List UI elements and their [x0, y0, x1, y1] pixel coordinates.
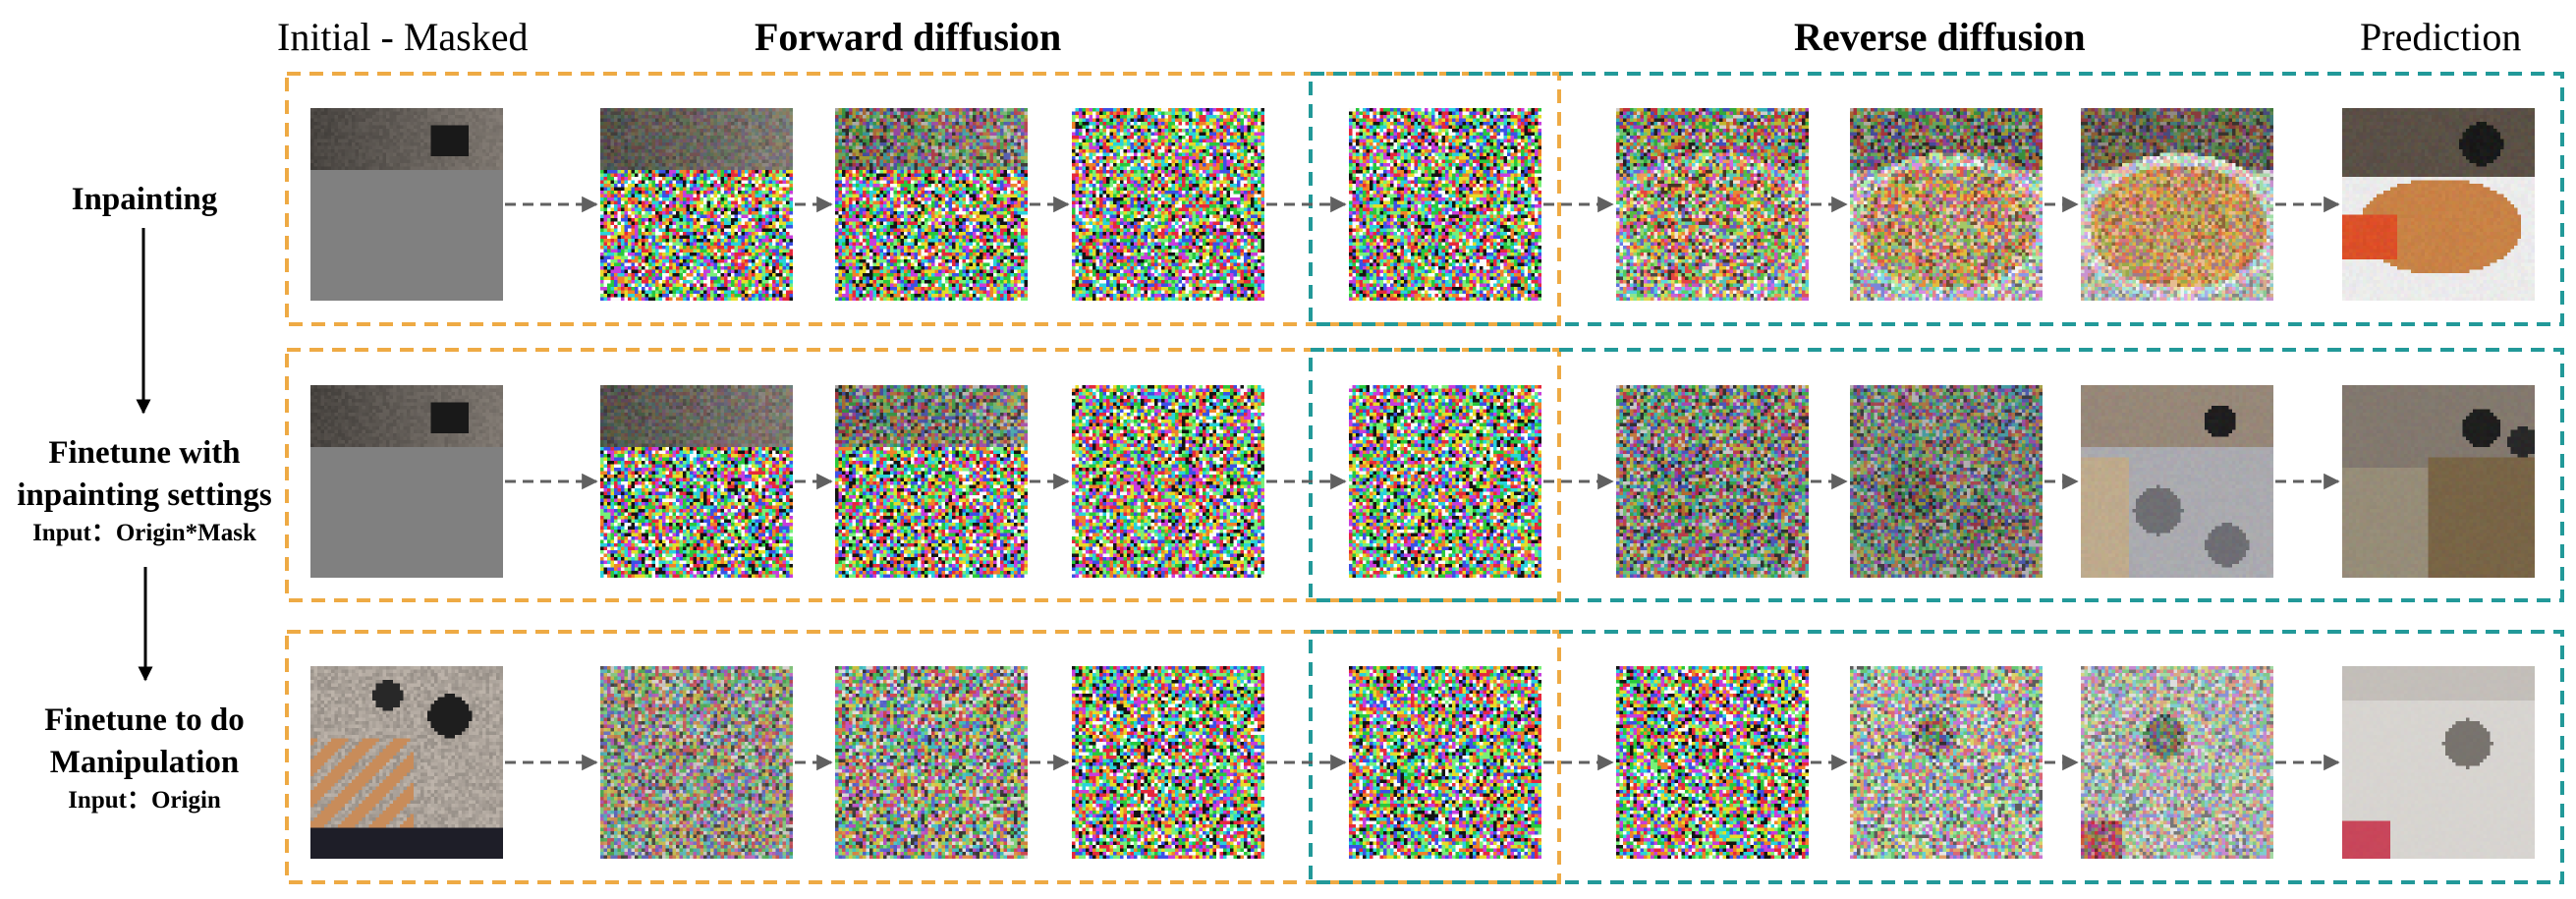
image-tile-canvas	[1349, 666, 1541, 859]
image-tile-canvas	[835, 385, 1028, 578]
image-tile-canvas	[2342, 385, 2535, 578]
header-initial-masked: Initial - Masked	[277, 15, 529, 59]
image-tile-r1-c6	[1616, 108, 1809, 301]
image-tile-r3-c1	[310, 666, 503, 859]
image-tile-canvas	[1349, 108, 1541, 301]
image-tile-canvas	[600, 666, 793, 859]
forward-diffusion-box-row-1	[285, 72, 1561, 326]
image-tile-canvas	[2081, 385, 2273, 578]
image-tile-r3-c5	[1349, 666, 1541, 859]
image-tile-canvas	[1850, 385, 2043, 578]
image-tile-canvas	[2081, 108, 2273, 301]
image-tile-r3-c3	[835, 666, 1028, 859]
image-tile-r2-c6	[1616, 385, 1809, 578]
image-tile-canvas	[1850, 666, 2043, 859]
image-tile-canvas	[1349, 385, 1541, 578]
image-tile-r2-c1	[310, 385, 503, 578]
row-sublabel-text: Input：Origin	[68, 787, 221, 814]
image-tile-r1-c8	[2081, 108, 2273, 301]
row-label-text: Inpainting	[71, 182, 218, 217]
image-tile-r2-c9	[2342, 385, 2535, 578]
image-tile-canvas	[1616, 385, 1809, 578]
image-tile-r1-c7	[1850, 108, 2043, 301]
image-tile-r1-c2	[600, 108, 793, 301]
header-forward-diffusion: Forward diffusion	[755, 15, 1062, 59]
image-tile-r3-c2	[600, 666, 793, 859]
image-tile-canvas	[1072, 666, 1264, 859]
row-label-finetune-inpainting: Finetune with inpainting settings Input：…	[0, 432, 289, 550]
reverse-diffusion-box-row-1	[1309, 72, 2564, 326]
row-label-text: Finetune with inpainting settings	[17, 435, 272, 513]
image-tile-canvas	[310, 108, 503, 301]
image-tile-canvas	[835, 666, 1028, 859]
forward-diffusion-box-row-2	[285, 348, 1561, 602]
row-label-text: Finetune to do Manipulation	[44, 702, 245, 780]
image-tile-canvas	[1616, 108, 1809, 301]
image-tile-r1-c5	[1349, 108, 1541, 301]
image-tile-r2-c4	[1072, 385, 1264, 578]
image-tile-r1-c9	[2342, 108, 2535, 301]
image-tile-canvas	[1072, 385, 1264, 578]
image-tile-canvas	[2342, 666, 2535, 859]
image-tile-r3-c8	[2081, 666, 2273, 859]
image-tile-canvas	[1616, 666, 1809, 859]
header-prediction: Prediction	[2360, 15, 2522, 59]
image-tile-r2-c8	[2081, 385, 2273, 578]
image-tile-r3-c9	[2342, 666, 2535, 859]
reverse-diffusion-box-row-3	[1309, 630, 2564, 884]
forward-diffusion-box-row-3	[285, 630, 1561, 884]
image-tile-r1-c1	[310, 108, 503, 301]
image-tile-canvas	[1072, 108, 1264, 301]
row-sublabel-text: Input：Origin*Mask	[32, 520, 256, 546]
image-tile-canvas	[2081, 666, 2273, 859]
image-tile-canvas	[600, 108, 793, 301]
image-tile-canvas	[310, 666, 503, 859]
image-tile-r3-c7	[1850, 666, 2043, 859]
image-tile-canvas	[2342, 108, 2535, 301]
image-tile-canvas	[1850, 108, 2043, 301]
image-tile-r2-c5	[1349, 385, 1541, 578]
image-tile-r2-c3	[835, 385, 1028, 578]
image-tile-r2-c2	[600, 385, 793, 578]
header-reverse-diffusion: Reverse diffusion	[1794, 15, 2086, 59]
image-tile-r3-c6	[1616, 666, 1809, 859]
row-label-inpainting: Inpainting	[0, 179, 289, 221]
image-tile-r1-c3	[835, 108, 1028, 301]
image-tile-r2-c7	[1850, 385, 2043, 578]
image-tile-canvas	[600, 385, 793, 578]
image-tile-canvas	[310, 385, 503, 578]
image-tile-r3-c4	[1072, 666, 1264, 859]
image-tile-canvas	[835, 108, 1028, 301]
row-label-finetune-manipulation: Finetune to do Manipulation Input：Origin	[0, 700, 289, 817]
reverse-diffusion-box-row-2	[1309, 348, 2564, 602]
image-tile-r1-c4	[1072, 108, 1264, 301]
